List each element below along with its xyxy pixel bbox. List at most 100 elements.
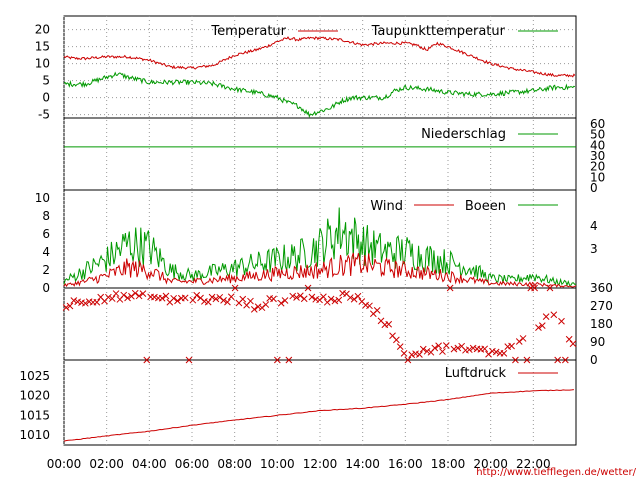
wind-direction-tick-label: 180 (590, 317, 613, 331)
wind-direction-marker (558, 317, 565, 325)
series-lines (62, 36, 577, 442)
precipitation-tick-label: 20 (590, 160, 605, 174)
wind-direction-marker (285, 356, 293, 364)
wind-direction-marker (442, 342, 450, 349)
wind-direction-marker (519, 335, 527, 342)
legend-label-wind: Wind (370, 199, 403, 214)
wind-direction-marker (93, 298, 101, 306)
gust-series-line (63, 207, 577, 287)
wind-direction-marker (227, 293, 235, 301)
wind-direction-marker (423, 347, 431, 355)
wind-direction-marker (247, 297, 254, 305)
wind-direction-marker (81, 299, 89, 307)
wind-direction-marker (515, 338, 523, 345)
wind-direction-marker (396, 343, 404, 350)
wind-direction-marker (485, 350, 492, 358)
legend-label-temperatur: Temperatur (210, 24, 286, 39)
wind-direction-marker (385, 320, 393, 328)
wind-direction-marker (512, 356, 519, 364)
wind-direction-marker (120, 291, 128, 299)
pressure-tick-label: 1010 (19, 428, 50, 442)
temperature-tick-label: 15 (35, 40, 50, 54)
temperature-tick-label: 10 (35, 57, 50, 71)
wind-direction-marker (231, 284, 239, 292)
wind-direction-marker (435, 342, 442, 350)
wind-series-line (63, 252, 577, 288)
wind-direction-marker (400, 350, 408, 357)
x-tick-label: 04:00 (132, 457, 167, 471)
x-tick-label: 16:00 (388, 457, 423, 471)
pressure-tick-label: 1020 (19, 389, 50, 403)
wind-direction-marker (308, 293, 316, 301)
wind-direction-marker (416, 351, 423, 358)
wind-direction-marker (454, 344, 462, 352)
legends: Temperatur Taupunkttemperatur Niederschlag… (210, 24, 558, 381)
wind-direction-tick-label: 360 (590, 281, 613, 295)
wind-direction-marker (189, 296, 197, 304)
wind-direction-marker (523, 356, 531, 364)
wind-direction-marker (143, 356, 151, 364)
wind-direction-marker (174, 297, 181, 305)
tick-labels: 00:00 02:00 04:00 06:00 08:00 10:00 12:00 14:00… (19, 23, 612, 471)
precipitation-tick-label: 0 (590, 181, 598, 195)
wind-direction-marker (542, 313, 550, 320)
legend-label-taupunkttemperatur: Taupunkttemperatur (371, 24, 506, 39)
wind-direction-marker (131, 289, 139, 297)
legend-label-boeen: Boeen (465, 199, 506, 214)
precipitation-tick-label: 10 (590, 170, 605, 184)
wind-direction-marker (408, 351, 416, 359)
wind-direction-marker (465, 346, 473, 354)
wind-direction-marker (446, 284, 454, 292)
wind-direction-marker (270, 295, 277, 303)
wind-direction-marker (327, 295, 335, 303)
wind-tick-label: 0 (42, 281, 50, 295)
source-url: http://www.tiefflegen.de/wetter/ (476, 467, 636, 478)
wind-direction-marker (62, 304, 70, 311)
wind-direction-marker (320, 293, 327, 301)
wind-direction-marker (393, 336, 400, 344)
wind-direction-marker (431, 344, 439, 352)
wind-direction-marker (158, 294, 166, 302)
temperature-tick-label: -5 (38, 108, 50, 122)
pressure-series-line (63, 389, 574, 442)
legend-label-niederschlag: Niederschlag (421, 127, 506, 142)
precipitation-tick-label: 40 (590, 138, 605, 152)
wind-direction-marker (331, 297, 339, 305)
wind-direction-marker (162, 292, 170, 300)
wind-direction-marker (561, 356, 569, 364)
x-tick-label: 18:00 (431, 457, 466, 471)
wind-direction-marker (554, 356, 562, 364)
wind-direction-tick-label: 270 (590, 299, 613, 313)
x-tick-label: 08:00 (217, 457, 252, 471)
wind-direction-marker (439, 348, 446, 355)
legend-label-luftdruck: Luftdruck (445, 366, 507, 381)
wind-direction-marker (108, 295, 116, 302)
wind-direction-marker (258, 304, 266, 312)
wind-direction-marker (550, 311, 558, 319)
wind-direction-marker (289, 292, 297, 300)
wind-direction-marker (450, 345, 458, 353)
wind-direction-marker (250, 306, 258, 313)
wind-direction-marker (135, 292, 143, 300)
wind-direction-marker (212, 295, 220, 303)
wind-direction-marker (293, 294, 300, 301)
temperature-series-line (63, 36, 576, 78)
wind-tick-label: 6 (42, 227, 50, 241)
wind-direction-marker (350, 295, 358, 303)
wind-direction-marker (500, 350, 508, 357)
temperature-tick-label: 20 (35, 23, 50, 37)
wind-direction-marker (297, 292, 304, 300)
wind-direction-marker (220, 297, 227, 304)
wind-direction-marker (170, 294, 178, 302)
x-tick-label: 22:00 (516, 457, 551, 471)
wind-direction-marker (70, 297, 78, 304)
x-tick-label: 02:00 (89, 457, 124, 471)
wind-direction-marker (273, 356, 281, 364)
wind-direction-marker (538, 322, 546, 329)
wind-tick-label: 8 (42, 209, 50, 223)
wind-direction-marker (124, 294, 131, 302)
wind-direction-marker (185, 356, 193, 364)
wind-direction-marker (151, 293, 158, 301)
wind-direction-marker (193, 291, 201, 299)
